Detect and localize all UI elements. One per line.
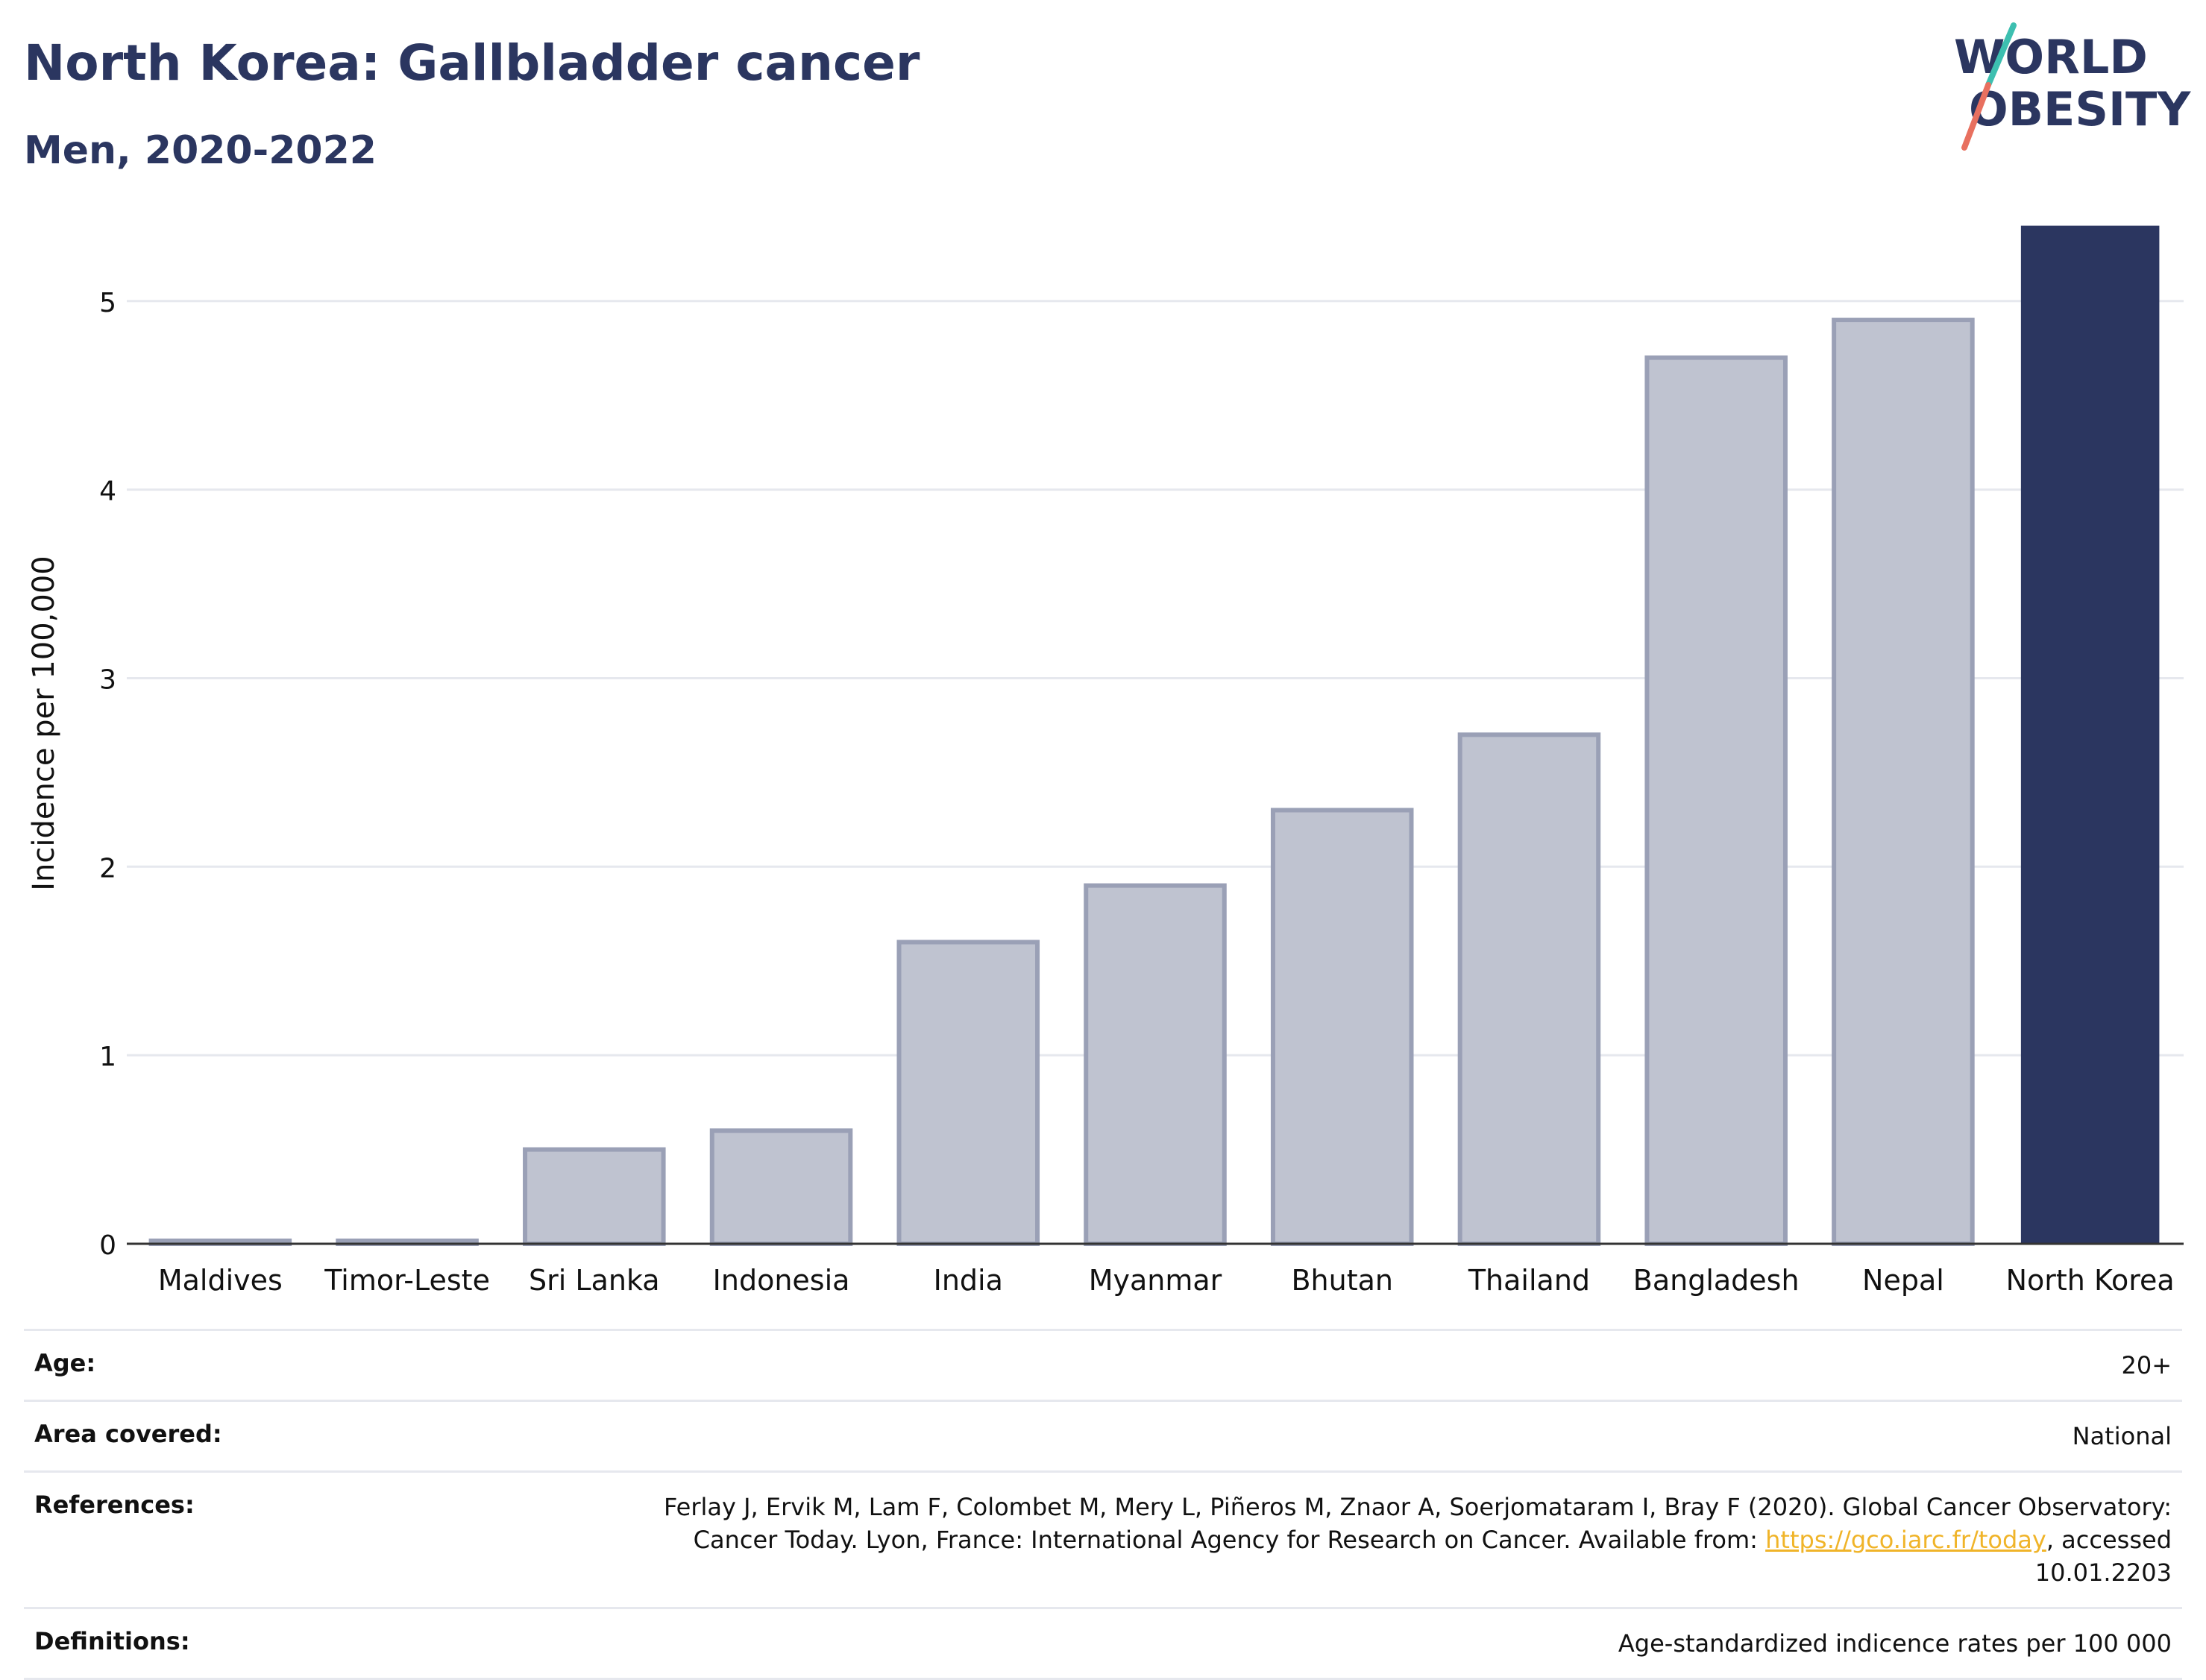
meta-value-definitions: Age-standardized indicence rates per 100… (1618, 1629, 2172, 1658)
bar (709, 1128, 853, 1246)
x-tick-label: Indonesia (713, 1264, 850, 1297)
x-tick-label: Bhutan (1291, 1264, 1393, 1297)
y-tick-label: 2 (99, 853, 116, 884)
bar-chart: 0 1 2 3 4 5 Maldives Timor-Leste Sri Lanka Indone… (27, 225, 2184, 1297)
y-tick-label: 3 (99, 664, 116, 695)
bars (148, 225, 2160, 1247)
bar (2020, 225, 2160, 1244)
world-obesity-logo: WORLD OBESITY (1954, 22, 2191, 151)
chart-title: North Korea: Gallbladder cancer (24, 34, 920, 92)
meta-label-age: Age: (34, 1349, 96, 1377)
y-tick-label: 4 (99, 476, 116, 507)
reference-access-date: , accessed 10.01.2203 (2034, 1526, 2172, 1587)
y-tick-label: 1 (99, 1042, 116, 1072)
x-tick-label: Bangladesh (1633, 1264, 1800, 1297)
x-tick-label: India (934, 1264, 1003, 1297)
logo-line1: WORLD (1954, 30, 2148, 84)
metadata-table: Age: 20+ Area covered: National Referenc… (24, 1329, 2182, 1680)
logo-slash-teal (1985, 22, 2017, 88)
y-axis-label: Incidence per 100,000 (27, 556, 61, 891)
bar (1644, 355, 1788, 1246)
x-tick-label: North Korea (2006, 1264, 2175, 1297)
y-tick-label: 5 (99, 288, 116, 318)
reference-link[interactable]: https://gco.iarc.fr/today (1765, 1526, 2046, 1554)
meta-row-references: References: Ferlay J, Ervik M, Lam F, Co… (24, 1470, 2182, 1607)
reference-text: Ferlay J, Ervik M, Lam F, Colombet M, Me… (664, 1493, 2172, 1554)
y-tick-label: 0 (99, 1230, 116, 1261)
bar (1832, 318, 1975, 1246)
chart-subtitle: Men, 2020-2022 (24, 128, 377, 173)
bar (896, 940, 1040, 1247)
bar (1084, 883, 1227, 1246)
x-tick-label: Thailand (1468, 1264, 1590, 1297)
meta-value-age: 20+ (2121, 1351, 2172, 1379)
axes: 0 1 2 3 4 5 Maldives Timor-Leste Sri Lanka Indone… (99, 288, 2184, 1297)
meta-label-references: References: (34, 1491, 195, 1519)
meta-row-area: Area covered: National (24, 1400, 2182, 1470)
bar (1457, 732, 1601, 1246)
bar (523, 1147, 666, 1247)
meta-value-references: Ferlay J, Ervik M, Lam F, Colombet M, Me… (576, 1491, 2172, 1589)
x-tick-label: Maldives (158, 1264, 283, 1297)
meta-row-definitions: Definitions: Age-standardized indicence … (24, 1607, 2182, 1680)
x-tick-label: Nepal (1862, 1264, 1944, 1297)
meta-label-definitions: Definitions: (34, 1627, 190, 1655)
logo-slash-coral (1961, 82, 1991, 151)
x-tick-label: Myanmar (1089, 1264, 1222, 1297)
meta-label-area: Area covered: (34, 1420, 222, 1448)
logo-line2: OBESITY (1969, 82, 2191, 136)
x-tick-label: Timor-Leste (324, 1264, 490, 1297)
x-tick-label: Sri Lanka (529, 1264, 660, 1297)
meta-value-area: National (2072, 1422, 2172, 1450)
meta-row-age: Age: 20+ (24, 1329, 2182, 1400)
bar (1270, 808, 1414, 1246)
